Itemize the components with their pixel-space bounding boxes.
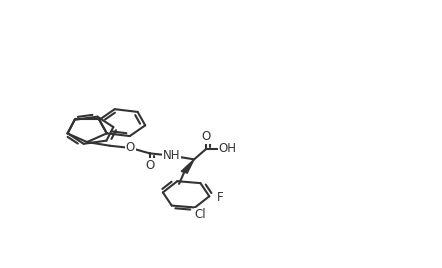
Text: O: O (126, 142, 135, 154)
Text: F: F (217, 191, 224, 204)
Text: OH: OH (218, 142, 236, 155)
Text: O: O (202, 130, 211, 143)
Text: Cl: Cl (194, 209, 206, 221)
Text: NH: NH (163, 149, 180, 162)
Polygon shape (181, 159, 194, 173)
Text: O: O (145, 159, 154, 172)
